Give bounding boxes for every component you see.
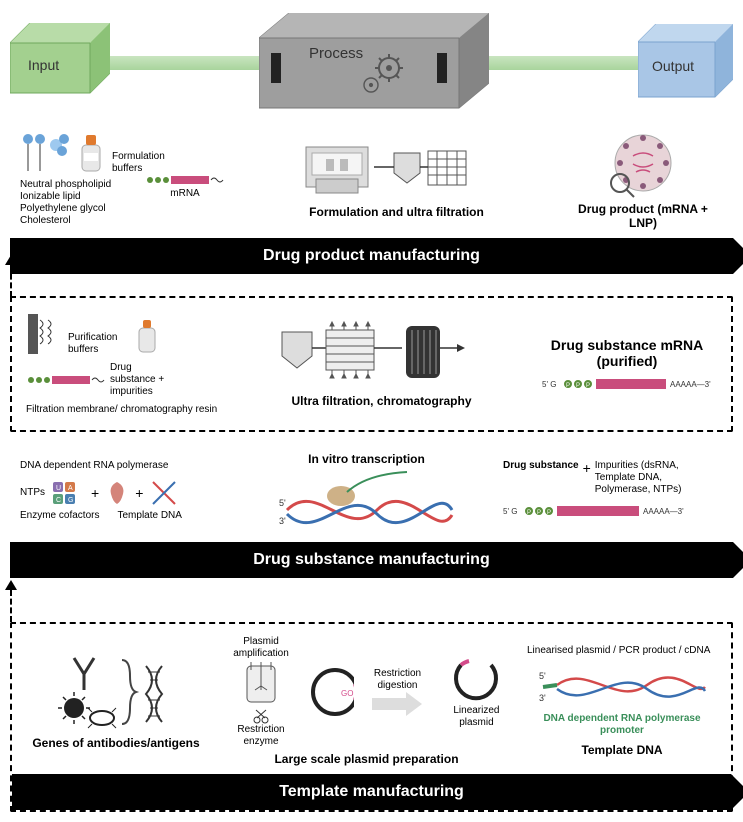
mrna-strand-icon — [145, 172, 225, 188]
svg-text:P: P — [537, 510, 541, 516]
chromatography-icon — [272, 320, 492, 390]
svg-text:5' G: 5' G — [542, 380, 556, 389]
svg-text:P: P — [547, 510, 551, 516]
template-dna-icon: 5' 3' — [537, 657, 707, 713]
purif-buffers-label: Purification buffers — [68, 332, 128, 356]
dashed-connector-1 — [10, 265, 12, 297]
impurities-label: Impurities (dsRNA, Template DNA, Polymer… — [595, 460, 705, 496]
svg-text:C: C — [56, 497, 61, 504]
panel-purification: Purification buffers Drug substance + im… — [10, 296, 733, 432]
template-band: Template manufacturing — [12, 774, 731, 810]
output-label: Output — [652, 58, 694, 74]
digest-arrow-icon — [372, 692, 422, 716]
connector-1 — [108, 56, 261, 70]
lnp-icon — [608, 128, 678, 198]
linearized-label: Linearized plasmid — [441, 705, 511, 729]
chromatography-label: Ultra filtration, chromatography — [291, 394, 471, 408]
top-flow: Input — [10, 18, 733, 108]
svg-text:5' G: 5' G — [503, 507, 517, 516]
bioreactor-icon — [241, 660, 281, 708]
formulation-equipment-icon — [302, 139, 492, 201]
plasmid-prep-label: Large scale plasmid preparation — [274, 752, 458, 766]
ds-output-label: Drug substance — [503, 460, 579, 472]
input-box: Input — [10, 23, 110, 103]
input-label: Input — [28, 57, 59, 73]
dashed-connector-2 — [10, 590, 12, 622]
svg-text:P: P — [586, 383, 590, 389]
linear-plasmid-icon — [451, 655, 501, 705]
drug-substance-band: Drug substance manufacturing — [10, 542, 733, 578]
lipid-list: Neutral phospholipid Ionizable lipid Pol… — [20, 179, 111, 227]
genes-label: Genes of antibodies/antigens — [32, 736, 199, 750]
output-box: Output — [638, 24, 733, 102]
restriction-dig-label: Restriction digestion — [360, 668, 436, 692]
svg-text:5': 5' — [539, 671, 546, 681]
membrane-label: Filtration membrane/ chromatography resi… — [26, 404, 217, 416]
ds-mrna-icon: 5' G P P P AAAAA—3' — [503, 502, 703, 522]
antigen-sources-icon — [56, 652, 176, 732]
connector-2 — [487, 56, 640, 70]
polymerase-label: DNA dependent RNA polymerase — [20, 460, 168, 472]
cofactors-label: Enzyme cofactors — [20, 510, 99, 522]
panel-drug-substance: DNA dependent RNA polymerase NTPs U A C … — [10, 440, 733, 578]
process-box: Process — [259, 13, 489, 113]
drug-product-label: Drug product (mRNA + LNP) — [563, 202, 723, 230]
template-dna-label: Template DNA — [581, 743, 662, 757]
formulation-process-label: Formulation and ultra filtration — [309, 205, 484, 219]
svg-text:P: P — [527, 510, 531, 516]
panel-drug-product: Formulation buffers Neutral phospholipid… — [10, 120, 733, 274]
drug-substance-impurities-label: Drug substance + impurities — [110, 362, 180, 398]
svg-text:GOI: GOI — [341, 689, 354, 698]
panel-template: Genes of antibodies/antigens Plasmid amp… — [10, 622, 733, 812]
enzyme-icon — [105, 480, 129, 506]
template-dna-small-icon — [149, 478, 179, 508]
scissors-icon — [252, 708, 270, 724]
ntp-icon: U A C G — [51, 480, 85, 506]
purified-mrna-icon: 5' G P P P AAAAA—3' — [542, 375, 712, 395]
mrna-label: mRNA — [170, 188, 199, 200]
ntps-label: NTPs — [20, 487, 45, 499]
svg-text:3': 3' — [539, 693, 546, 703]
process-label: Process — [309, 45, 363, 62]
svg-text:5': 5' — [279, 498, 286, 508]
plus-label: + — [583, 460, 591, 476]
plasmid-amp-label: Plasmid amplification — [222, 636, 301, 660]
bottle-icon — [76, 133, 106, 175]
svg-text:AAAAA—3': AAAAA—3' — [643, 507, 684, 516]
lipid-icon — [20, 131, 70, 175]
promoter-label: DNA dependent RNA polymerase promoter — [527, 713, 717, 737]
svg-text:U: U — [56, 485, 61, 492]
svg-text:G: G — [68, 497, 73, 504]
ivt-icon: 3' 5' — [277, 470, 457, 534]
drug-product-band: Drug product manufacturing — [10, 238, 733, 274]
purified-mrna-label: Drug substance mRNA (purified) — [537, 337, 717, 369]
restriction-enz-label: Restriction enzyme — [222, 724, 301, 748]
circular-plasmid-icon: GOI — [307, 664, 354, 720]
svg-text:P: P — [566, 383, 570, 389]
membrane-icon — [26, 312, 62, 356]
svg-text:3': 3' — [279, 516, 286, 526]
template-label: Template DNA — [117, 510, 181, 522]
svg-text:AAAAA—3': AAAAA—3' — [670, 380, 711, 389]
impure-mrna-icon — [26, 373, 106, 387]
linearised-output-label: Linearised plasmid / PCR product / cDNA — [527, 645, 710, 657]
svg-text:A: A — [68, 485, 73, 492]
bottle-icon-2 — [134, 318, 160, 356]
svg-text:P: P — [576, 383, 580, 389]
ivt-label: In vitro transcription — [308, 452, 425, 466]
